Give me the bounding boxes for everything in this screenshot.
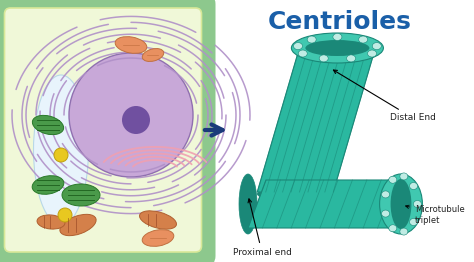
Ellipse shape <box>32 176 64 194</box>
Ellipse shape <box>382 191 390 198</box>
Text: Proximal end: Proximal end <box>233 199 292 257</box>
Ellipse shape <box>142 230 174 246</box>
Ellipse shape <box>298 50 307 57</box>
Ellipse shape <box>115 37 147 53</box>
Ellipse shape <box>333 34 342 40</box>
Ellipse shape <box>410 183 418 189</box>
Ellipse shape <box>307 36 316 43</box>
Ellipse shape <box>389 176 397 183</box>
Ellipse shape <box>32 115 64 135</box>
Ellipse shape <box>319 55 328 62</box>
Text: Microtubule
triplet: Microtubule triplet <box>406 205 465 225</box>
Ellipse shape <box>142 48 164 62</box>
Text: Centrioles: Centrioles <box>268 10 412 34</box>
Ellipse shape <box>139 211 176 229</box>
Ellipse shape <box>346 55 356 62</box>
Ellipse shape <box>359 36 368 43</box>
Ellipse shape <box>257 187 333 201</box>
Ellipse shape <box>410 219 418 226</box>
Ellipse shape <box>122 106 150 134</box>
Ellipse shape <box>34 75 89 225</box>
Ellipse shape <box>239 174 257 234</box>
Ellipse shape <box>305 40 369 56</box>
FancyBboxPatch shape <box>4 8 201 252</box>
Ellipse shape <box>389 225 397 232</box>
Ellipse shape <box>391 179 411 229</box>
Ellipse shape <box>400 173 408 180</box>
Ellipse shape <box>37 215 65 229</box>
Ellipse shape <box>367 50 376 57</box>
Ellipse shape <box>413 200 421 208</box>
Ellipse shape <box>62 184 100 206</box>
Ellipse shape <box>58 208 72 222</box>
Ellipse shape <box>69 53 193 177</box>
Ellipse shape <box>292 33 383 63</box>
Ellipse shape <box>293 43 302 50</box>
Ellipse shape <box>372 43 381 50</box>
Ellipse shape <box>380 174 422 234</box>
Ellipse shape <box>54 148 68 162</box>
Ellipse shape <box>382 210 390 217</box>
Text: Distal End: Distal End <box>333 70 436 123</box>
Polygon shape <box>257 48 375 192</box>
Ellipse shape <box>60 214 96 236</box>
Ellipse shape <box>400 228 408 235</box>
Polygon shape <box>248 180 410 228</box>
FancyBboxPatch shape <box>0 0 216 262</box>
